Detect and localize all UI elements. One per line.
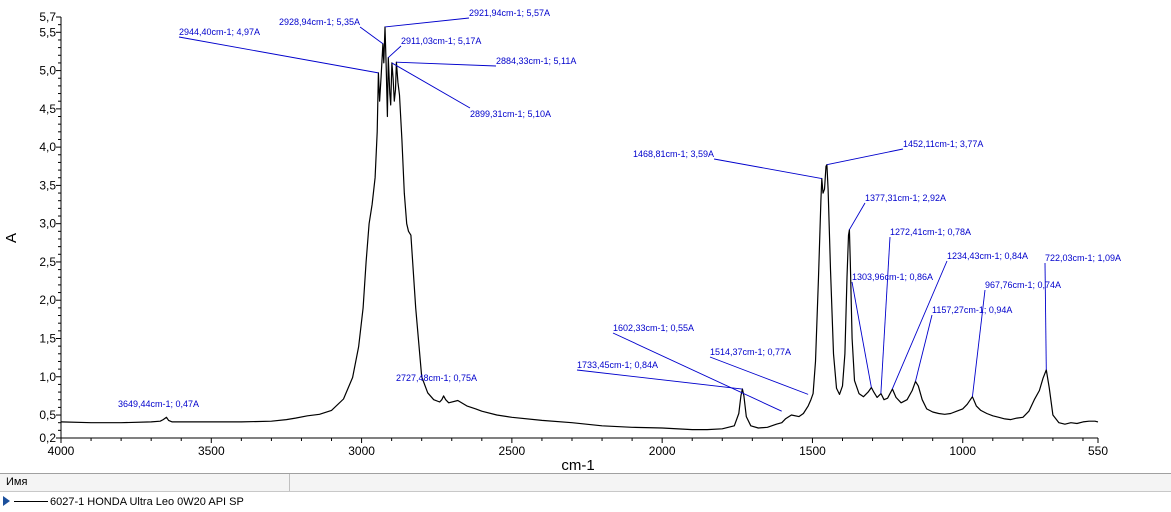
peak-leader-line — [388, 45, 402, 58]
peak-leader-line — [713, 158, 822, 179]
peak-label: 2928,94cm-1; 5,35A — [279, 17, 360, 27]
peak-label: 1514,37cm-1; 0,77A — [710, 347, 791, 357]
peak-leader-line — [359, 26, 384, 45]
x-tick-label: 4000 — [48, 444, 75, 458]
x-tick-label: 550 — [1088, 444, 1108, 458]
y-axis: 0,2 0,5 1,0 1,5 2,0 2,5 3,0 3,5 4,0 4,5 5,0 5,55,7 — [39, 10, 62, 445]
y-tick-label: 1,5 — [39, 331, 56, 345]
x-tick-label: 1500 — [799, 444, 826, 458]
y-tick-label: 5,0 — [39, 64, 56, 78]
peak-label: 1272,41cm-1; 0,78A — [890, 227, 971, 237]
peak-label: 1733,45cm-1; 0,84A — [577, 360, 658, 370]
x-tick-label: 2000 — [649, 444, 676, 458]
y-tick-label: 3,0 — [39, 217, 56, 231]
peak-label: 1377,31cm-1; 2,92A — [865, 193, 946, 203]
arrow-right-icon — [3, 496, 10, 506]
y-tick-label: 1,0 — [39, 370, 56, 384]
spectrum-line — [60, 26, 1099, 431]
peak-label: 2944,40cm-1; 4,97A — [179, 27, 260, 37]
peak-leader-line — [576, 369, 743, 390]
x-tick-label: 1000 — [949, 444, 976, 458]
peak-leader-line — [848, 202, 866, 231]
y-tick-label: 4,0 — [39, 140, 56, 154]
y-tick-label: 2,0 — [39, 293, 56, 307]
annotations-group: 3649,44cm-1; 0,47A 2944,40cm-1; 4,97A 2928… — [118, 8, 1121, 412]
y-tick-label: 0,2 — [39, 431, 56, 445]
peak-leader-line — [880, 236, 891, 394]
peak-leader-line — [891, 260, 948, 390]
peak-leader-line — [178, 36, 379, 74]
spectrum-chart: 0,20,51,01,52,02,53,03,54,04,55,05,55,7 … — [3, 8, 1121, 473]
peak-label: 1303,96cm-1; 0,86A — [852, 272, 933, 282]
x-tick-label: 3000 — [348, 444, 375, 458]
peak-label: 1468,81cm-1; 3,59A — [633, 149, 714, 159]
peak-leader-line — [971, 289, 986, 397]
legend-column-name[interactable]: Имя — [0, 474, 290, 491]
peak-label: 2899,31cm-1; 5,10A — [470, 109, 551, 119]
peak-label: 1234,43cm-1; 0,84A — [947, 251, 1028, 261]
peak-leader-line — [915, 314, 933, 382]
y-tick-label: 3,5 — [39, 178, 56, 192]
legend-row[interactable]: 6027-1 HONDA Ultra Leo 0W20 API SP — [0, 492, 1171, 512]
peak-label: 967,76cm-1; 0,74A — [985, 280, 1061, 290]
x-axis: 4000 3500 3000 2500 2000 1500 1000 550 — [48, 437, 1108, 458]
peak-leader-line — [709, 356, 809, 395]
peak-label: 2727,48cm-1; 0,75A — [396, 373, 477, 383]
legend-line-swatch — [14, 501, 48, 502]
y-axis-title: A — [3, 233, 20, 243]
series-group — [60, 26, 1099, 431]
legend-header: Имя — [0, 474, 1171, 492]
x-tick-label: 3500 — [198, 444, 225, 458]
peak-label: 1602,33cm-1; 0,55A — [613, 323, 694, 333]
peak-leader-line — [391, 62, 471, 109]
legend-panel: Имя 6027-1 HONDA Ultra Leo 0W20 API SP — [0, 473, 1171, 512]
peak-label: 3649,44cm-1; 0,47A — [118, 399, 199, 409]
peak-leader-line — [826, 148, 904, 166]
legend-series-name: 6027-1 HONDA Ultra Leo 0W20 API SP — [50, 496, 244, 508]
peak-label: 1157,27cm-1; 0,94A — [932, 305, 1012, 315]
peak-label: 1452,11cm-1; 3,77A — [903, 139, 983, 149]
y-tick-label: 5,5 — [39, 25, 56, 39]
y-tick-label: 0,5 — [39, 408, 56, 422]
peak-leader-line — [384, 17, 470, 28]
x-tick-label: 2500 — [499, 444, 526, 458]
peak-label: 2911,03cm-1; 5,17A — [401, 36, 481, 46]
peak-label: 2884,33cm-1; 5,11A — [496, 56, 576, 66]
peak-leader-line — [612, 332, 782, 412]
peak-leader-line — [1044, 262, 1047, 370]
x-axis-title: cm-1 — [561, 457, 594, 473]
peak-leader-line — [851, 281, 872, 388]
y-tick-label: 5,7 — [39, 10, 56, 24]
y-tick-label: 4,5 — [39, 102, 56, 116]
y-tick-label: 2,5 — [39, 255, 56, 269]
peak-label: 2921,94cm-1; 5,57A — [469, 8, 550, 18]
peak-label: 722,03cm-1; 1,09A — [1045, 253, 1121, 263]
peak-leader-line — [396, 61, 497, 67]
